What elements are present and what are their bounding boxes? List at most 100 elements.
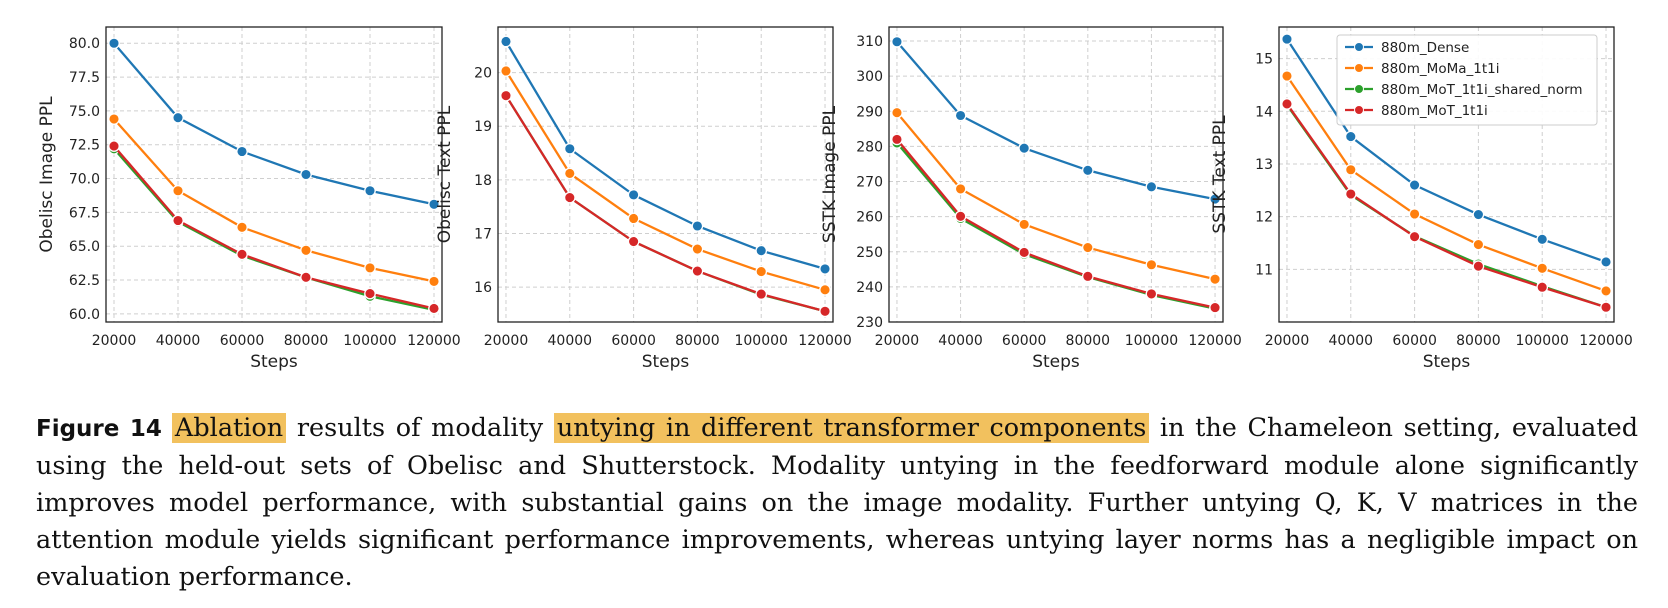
y-tick-label: 11 bbox=[1255, 262, 1273, 278]
y-tick-label: 260 bbox=[856, 210, 883, 226]
y-tick-label: 20 bbox=[474, 66, 492, 82]
legend-label: 880m_MoMa_1t1i bbox=[1381, 61, 1499, 77]
data-point bbox=[819, 263, 831, 275]
data-point bbox=[1408, 179, 1421, 191]
y-tick-label: 75.0 bbox=[69, 104, 100, 120]
data-point bbox=[500, 89, 512, 102]
legend-marker bbox=[1354, 105, 1364, 115]
data-point bbox=[236, 248, 248, 261]
series-line bbox=[896, 111, 1216, 281]
data-point bbox=[954, 109, 967, 122]
data-point bbox=[364, 262, 376, 274]
caption-text-2: in the Chameleon setting, evaluated usin… bbox=[36, 413, 1639, 592]
figure-panels: 20000 40000 60000 80000 100000 120000 60.0 62.5… bbox=[37, 26, 1633, 372]
data-point bbox=[1408, 230, 1421, 243]
data-point bbox=[1145, 258, 1158, 271]
data-point bbox=[1536, 262, 1549, 275]
series-line bbox=[1286, 75, 1607, 293]
x-tick-label: 120000 bbox=[798, 333, 851, 349]
y-tick-label: 19 bbox=[474, 119, 492, 135]
figure-label: Figure 14 bbox=[36, 416, 162, 442]
y-tick-label: 77.5 bbox=[69, 70, 100, 86]
x-tick-label: 100000 bbox=[734, 333, 787, 349]
data-point bbox=[428, 198, 440, 211]
data-point bbox=[627, 235, 640, 248]
data-point bbox=[236, 221, 248, 234]
data-point bbox=[1018, 142, 1031, 155]
series-line bbox=[896, 138, 1216, 309]
data-point bbox=[428, 275, 440, 288]
data-point bbox=[172, 111, 184, 124]
y-tick-label: 80.0 bbox=[69, 36, 100, 52]
series-line bbox=[896, 40, 1216, 201]
data-point bbox=[1600, 285, 1612, 297]
x-axis-label: Steps bbox=[642, 352, 690, 372]
series-line bbox=[505, 95, 826, 313]
data-point bbox=[819, 283, 831, 296]
x-tick-label: 80000 bbox=[1456, 333, 1501, 349]
chart-panel-3: 20000 40000 60000 80000 100000 120000 230 240 25… bbox=[820, 26, 1242, 372]
data-point bbox=[563, 167, 576, 180]
y-tick-label: 250 bbox=[856, 245, 883, 261]
data-point bbox=[108, 113, 120, 125]
x-tick-label: 40000 bbox=[938, 333, 983, 349]
x-tick-label: 20000 bbox=[92, 333, 137, 349]
y-tick-label: 300 bbox=[856, 69, 883, 85]
data-point bbox=[755, 244, 768, 257]
x-tick-label: 80000 bbox=[1066, 333, 1111, 349]
series-line bbox=[1286, 104, 1607, 309]
plot-frame bbox=[497, 26, 834, 323]
legend-label: 880m_MoT_1t1i_shared_norm bbox=[1381, 82, 1583, 98]
x-axis-label: Steps bbox=[1423, 352, 1471, 372]
data-point bbox=[954, 210, 967, 223]
y-tick-label: 67.5 bbox=[69, 205, 100, 221]
y-tick-label: 60.0 bbox=[69, 307, 100, 323]
data-point bbox=[891, 35, 903, 48]
y-tick-label: 13 bbox=[1255, 157, 1273, 173]
data-point bbox=[627, 189, 640, 201]
data-point bbox=[1145, 180, 1158, 193]
caption-highlight-1: Ablation bbox=[171, 413, 287, 443]
x-axis-label: Steps bbox=[1032, 352, 1080, 372]
data-point bbox=[1209, 301, 1221, 314]
x-tick-label: 40000 bbox=[548, 333, 593, 349]
data-point bbox=[300, 271, 312, 284]
legend-marker bbox=[1354, 63, 1364, 73]
caption-highlight-2: untying in different transformer compone… bbox=[553, 413, 1150, 443]
series-line bbox=[504, 40, 826, 271]
y-tick-label: 65.0 bbox=[69, 239, 100, 255]
y-tick-label: 12 bbox=[1255, 210, 1273, 226]
data-point bbox=[755, 265, 768, 278]
y-tick-label: 230 bbox=[856, 315, 883, 331]
x-tick-label: 80000 bbox=[675, 333, 720, 349]
x-tick-label: 120000 bbox=[407, 333, 460, 349]
x-tick-label: 20000 bbox=[875, 333, 920, 349]
series-line bbox=[113, 42, 435, 206]
y-axis-label: Obelisc Image PPL bbox=[37, 96, 57, 253]
series-line bbox=[505, 95, 826, 313]
data-point bbox=[1209, 273, 1221, 286]
data-point bbox=[1344, 163, 1357, 176]
data-point bbox=[108, 37, 120, 50]
y-tick-label: 72.5 bbox=[69, 138, 100, 154]
data-point bbox=[1018, 218, 1031, 231]
x-axis-label: Steps bbox=[250, 352, 298, 372]
x-tick-label: 20000 bbox=[484, 333, 529, 349]
series-line bbox=[113, 145, 435, 310]
x-tick-label: 60000 bbox=[611, 333, 656, 349]
legend-label: 880m_Dense bbox=[1381, 40, 1469, 56]
x-tick-label: 100000 bbox=[343, 333, 396, 349]
series-line bbox=[896, 142, 1216, 310]
legend-marker bbox=[1354, 42, 1364, 52]
data-point bbox=[1081, 270, 1094, 283]
y-tick-label: 290 bbox=[856, 104, 883, 120]
series-line bbox=[113, 118, 435, 283]
y-tick-label: 62.5 bbox=[69, 273, 100, 289]
x-tick-label: 40000 bbox=[156, 333, 201, 349]
data-point bbox=[236, 145, 248, 158]
plot-frame bbox=[888, 26, 1224, 323]
chart-panel-2: 20000 40000 60000 80000 100000 120000 16 17 18 19… bbox=[435, 26, 852, 372]
data-point bbox=[1344, 130, 1357, 143]
data-point bbox=[691, 220, 704, 232]
data-point bbox=[1472, 208, 1485, 221]
